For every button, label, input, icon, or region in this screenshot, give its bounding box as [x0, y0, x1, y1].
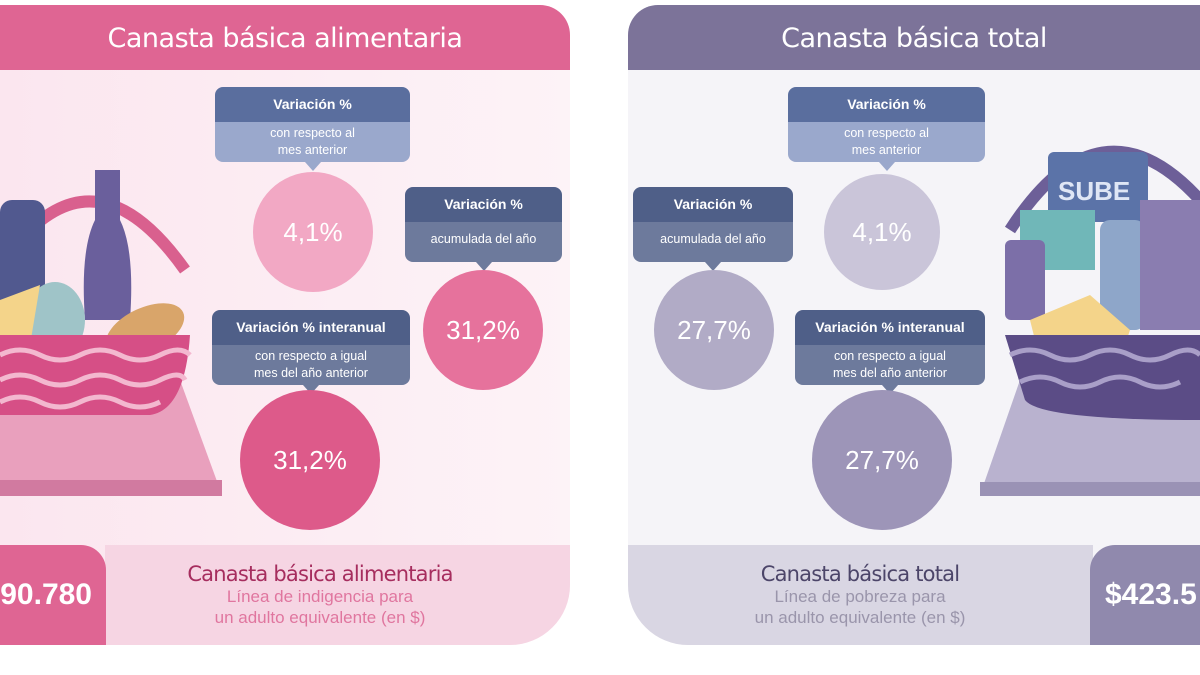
right-label-title: Canasta básica total [760, 562, 960, 586]
right-amount-text: $423.5 [1105, 578, 1197, 611]
callout-title: Variación % [788, 87, 985, 122]
right-yoy-value: 27,7% [812, 390, 952, 530]
right-ytd-callout: Variación % acumulada del año [633, 187, 793, 271]
left-label: Canasta básica alimentaria Línea de indi… [120, 545, 520, 645]
callout-title: Variación % [633, 187, 793, 222]
left-ytd-value: 31,2% [423, 270, 543, 390]
right-amount: $423.5 [1090, 545, 1200, 645]
left-desc: un adulto equivalente (en $) [214, 608, 426, 627]
left-label-strip [105, 545, 570, 645]
right-yoy-callout: Variación % interanual con respecto a ig… [795, 310, 985, 394]
left-desc: Línea de indigencia para [226, 587, 414, 606]
left-monthly-callout: Variación % con respecto al mes anterior [215, 87, 410, 171]
callout-subtitle: con respecto al [844, 126, 929, 140]
right-desc: Línea de pobreza para [774, 587, 946, 606]
callout-subtitle: mes del año anterior [254, 366, 368, 380]
callout-title: Variación % interanual [212, 310, 410, 345]
food-basket-icon [0, 170, 222, 496]
callout-title: Variación % interanual [795, 310, 985, 345]
right-desc: un adulto equivalente (en $) [754, 608, 966, 627]
sube-card-text: SUBE [1058, 176, 1130, 206]
left-amount: 90.780 [0, 545, 106, 645]
callout-subtitle: con respecto al [270, 126, 355, 140]
callout-title: Variación % [405, 187, 562, 222]
callout-subtitle: con respecto a igual [255, 349, 367, 363]
right-ytd-value: 27,7% [654, 270, 774, 390]
left-monthly-value: 4,1% [253, 172, 373, 292]
right-header: Canasta básica total [628, 5, 1200, 71]
left-yoy-value: 31,2% [240, 390, 380, 530]
left-header: Canasta básica alimentaria [0, 5, 570, 71]
callout-title: Variación % [215, 87, 410, 122]
callout-subtitle: mes del año anterior [833, 366, 947, 380]
callout-subtitle: acumulada del año [660, 232, 766, 246]
left-yoy-callout: Variación % interanual con respecto a ig… [212, 310, 410, 394]
right-monthly-callout: Variación % con respecto al mes anterior [788, 87, 985, 171]
left-amount-text: 90.780 [0, 578, 92, 611]
callout-subtitle: acumulada del año [430, 232, 537, 246]
left-label-title: Canasta básica alimentaria [187, 562, 453, 586]
callout-subtitle: mes anterior [277, 143, 348, 157]
right-monthly-value: 4,1% [824, 174, 940, 290]
callout-subtitle: mes anterior [851, 143, 922, 157]
left-ytd-callout: Variación % acumulada del año [405, 187, 562, 271]
right-title: Canasta básica total [781, 22, 1047, 54]
callout-subtitle: con respecto a igual [834, 349, 946, 363]
right-label-strip [628, 545, 1093, 645]
left-title: Canasta básica alimentaria [107, 22, 463, 54]
right-label: Canasta básica total Línea de pobreza pa… [660, 545, 1060, 645]
goods-basket-icon: SUBE [980, 145, 1200, 496]
